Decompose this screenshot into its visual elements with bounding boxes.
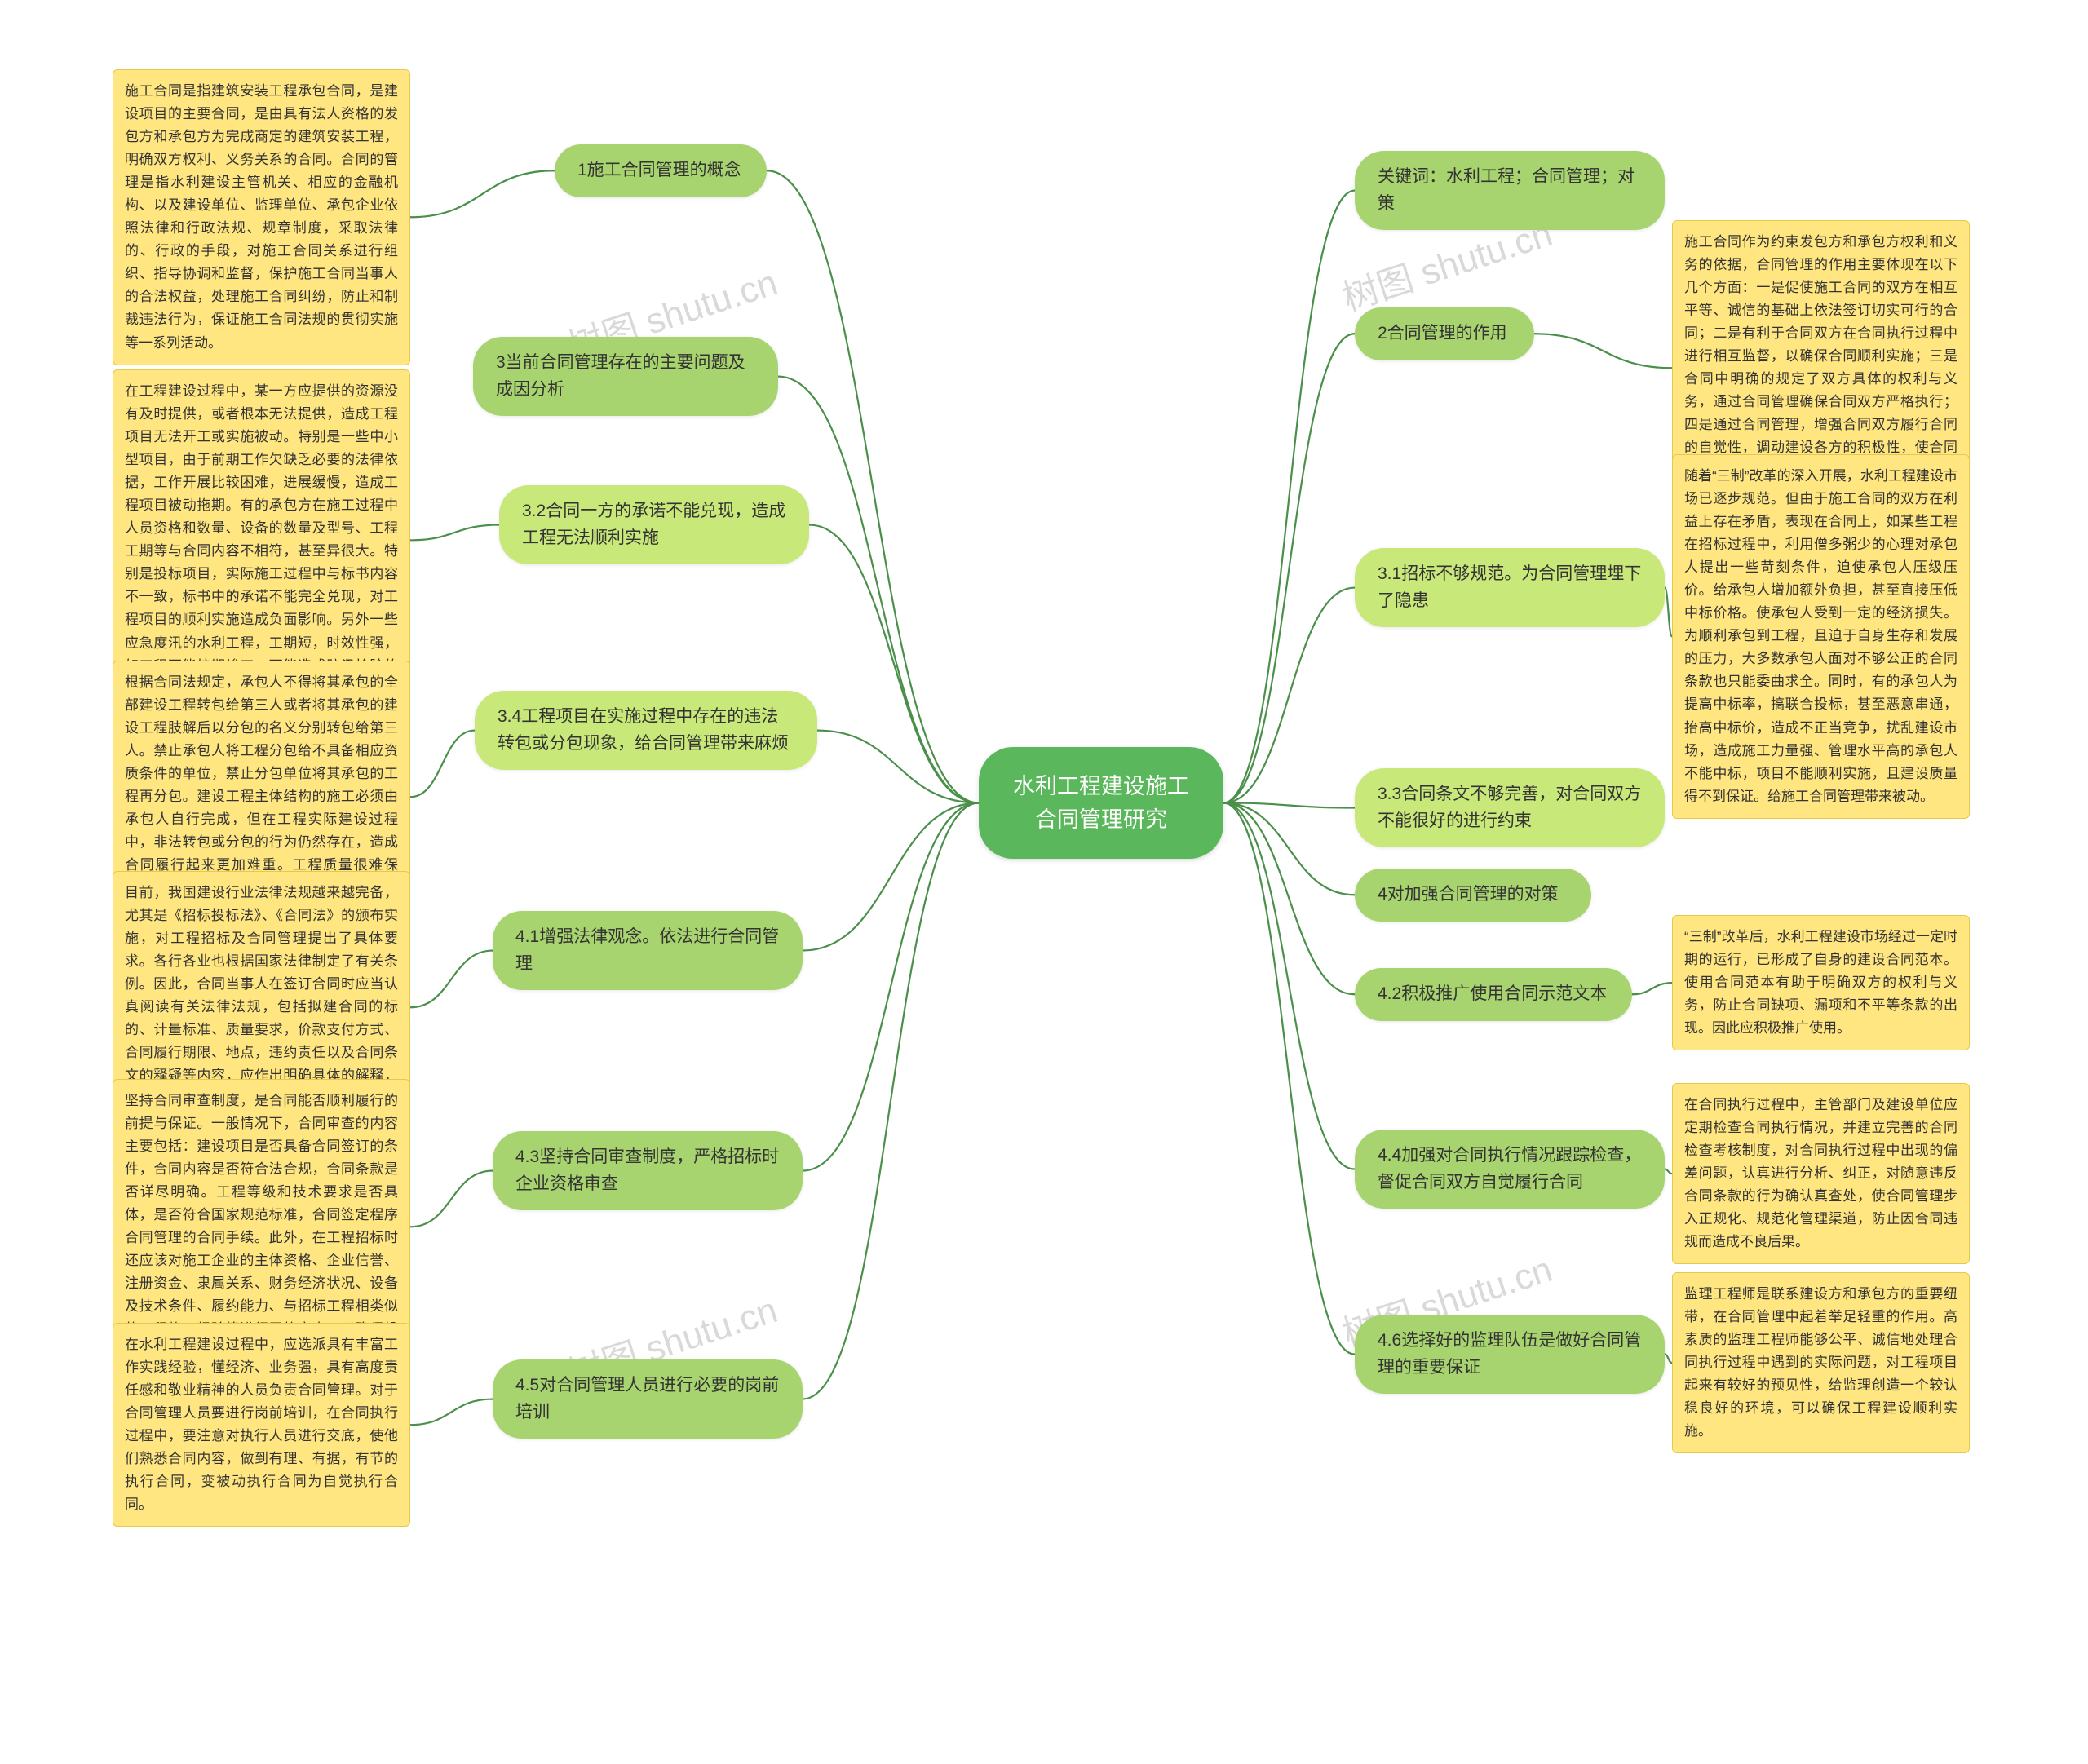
detail-b46: 监理工程师是联系建设方和承包方的重要纽带，在合同管理中起着举足轻重的作用。高素质… [1672, 1272, 1970, 1453]
detail-b42: “三制”改革后，水利工程建设市场经过一定时期的运行，已形成了自身的建设合同范本。… [1672, 915, 1970, 1050]
detail-b32: 在工程建设过程中，某一方应提供的资源没有及时提供，或者根本无法提供，造成工程项目… [113, 369, 410, 711]
branch-node-b45[interactable]: 4.5对合同管理人员进行必要的岗前培训 [493, 1359, 803, 1439]
branch-node-b42[interactable]: 4.2积极推广使用合同示范文本 [1355, 968, 1632, 1021]
detail-b45: 在水利工程建设过程中，应选派具有丰富工作实践经验，懂经济、业务强，具有高度责任感… [113, 1323, 410, 1527]
detail-b31: 随着“三制”改革的深入开展，水利工程建设市场已逐步规范。但由于施工合同的双方在利… [1672, 454, 1970, 819]
branch-node-b46[interactable]: 4.6选择好的监理队伍是做好合同管理的重要保证 [1355, 1315, 1665, 1394]
branch-node-b31[interactable]: 3.1招标不够规范。为合同管理埋下了隐患 [1355, 548, 1665, 627]
branch-node-b43[interactable]: 4.3坚持合同审查制度，严格招标时企业资格审查 [493, 1131, 803, 1210]
branch-node-b3[interactable]: 3当前合同管理存在的主要问题及成因分析 [473, 337, 778, 416]
branch-node-b41[interactable]: 4.1增强法律观念。依法进行合同管理 [493, 911, 803, 990]
detail-b1: 施工合同是指建筑安装工程承包合同，是建设项目的主要合同，是由具有法人资格的发包方… [113, 69, 410, 365]
branch-node-b44[interactable]: 4.4加强对合同执行情况跟踪检查，督促合同双方自觉履行合同 [1355, 1130, 1665, 1209]
branch-node-b1[interactable]: 1施工合同管理的概念 [555, 144, 767, 197]
center-node[interactable]: 水利工程建设施工合同管理研究 [979, 747, 1223, 859]
branch-node-b4[interactable]: 4对加强合同管理的对策 [1355, 869, 1591, 922]
branch-node-bkw[interactable]: 关键词：水利工程；合同管理；对策 [1355, 151, 1665, 230]
branch-node-b32[interactable]: 3.2合同一方的承诺不能兑现，造成工程无法顺利实施 [499, 485, 809, 564]
branch-node-b34[interactable]: 3.4工程项目在实施过程中存在的违法转包或分包现象，给合同管理带来麻烦 [475, 691, 817, 770]
branch-node-b33[interactable]: 3.3合同条文不够完善，对合同双方不能很好的进行约束 [1355, 768, 1665, 847]
branch-node-b2[interactable]: 2合同管理的作用 [1355, 307, 1534, 360]
detail-b44: 在合同执行过程中，主管部门及建设单位应定期检查合同执行情况，并建立完善的合同检查… [1672, 1083, 1970, 1264]
